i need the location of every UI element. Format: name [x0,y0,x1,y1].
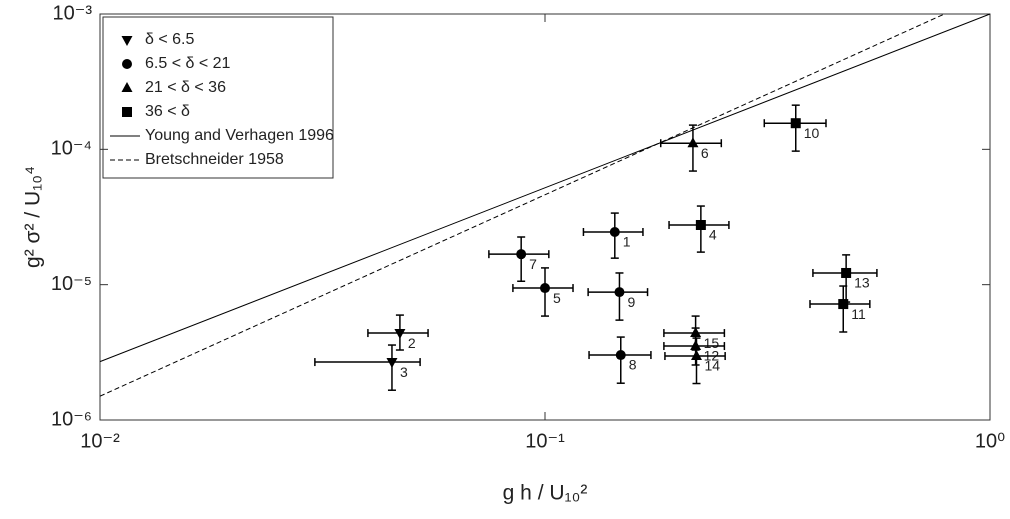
data-point [394,329,406,340]
data-point [690,350,702,361]
x-axis-label: g h / U₁₀² [503,482,588,505]
point-label: 11 [851,306,866,322]
point-label: 10 [804,125,820,141]
legend-label: 36 < δ [145,103,190,120]
y-tick-label: 10⁻³ [53,2,93,24]
legend-label: Young and Verhagen 1996 [145,127,334,144]
point-label: 5 [553,290,561,306]
data-point [540,283,550,294]
data-point [695,219,706,230]
y-tick-label: 10⁻⁶ [51,408,92,430]
data-point [841,267,852,278]
data-point [609,226,620,237]
x-tick-label: 10⁻¹ [525,430,565,452]
data-point [516,249,527,260]
point-label: 4 [709,227,717,243]
point-label: 6 [701,145,709,161]
data-point [615,350,626,361]
legend-label: 21 < δ < 36 [145,79,226,96]
data-point [386,358,398,369]
data-point [690,340,702,351]
legend-marker [121,36,133,46]
x-tick-label: 10⁰ [975,430,1005,452]
y-tick-label: 10⁻⁵ [51,273,92,295]
legend-label: δ < 6.5 [145,31,194,48]
legend-marker [122,107,132,117]
legend-box [102,16,334,179]
y-axis-label: g² σ² / U₁₀⁴ [22,166,45,268]
data-point [790,118,801,129]
legend-marker [122,59,132,69]
point-label: 9 [627,294,635,310]
point-label: 3 [400,364,408,380]
legend-label: Bretschneider 1958 [145,151,284,168]
reference-line [99,13,991,363]
point-label: 14 [704,358,720,374]
data-point [838,299,849,310]
x-tick-label: 10⁻² [80,430,120,452]
legend-marker [121,82,133,92]
legend-label: 6.5 < δ < 21 [145,55,231,72]
y-tick-label: 10⁻⁴ [51,138,92,160]
point-label: 2 [408,335,416,351]
point-label: 13 [854,275,870,291]
point-label: 8 [629,357,637,373]
point-label: 7 [529,256,537,272]
reference-line [99,13,945,397]
point-label: 1 [623,234,631,250]
data-point [614,287,625,298]
data-point [687,137,699,148]
